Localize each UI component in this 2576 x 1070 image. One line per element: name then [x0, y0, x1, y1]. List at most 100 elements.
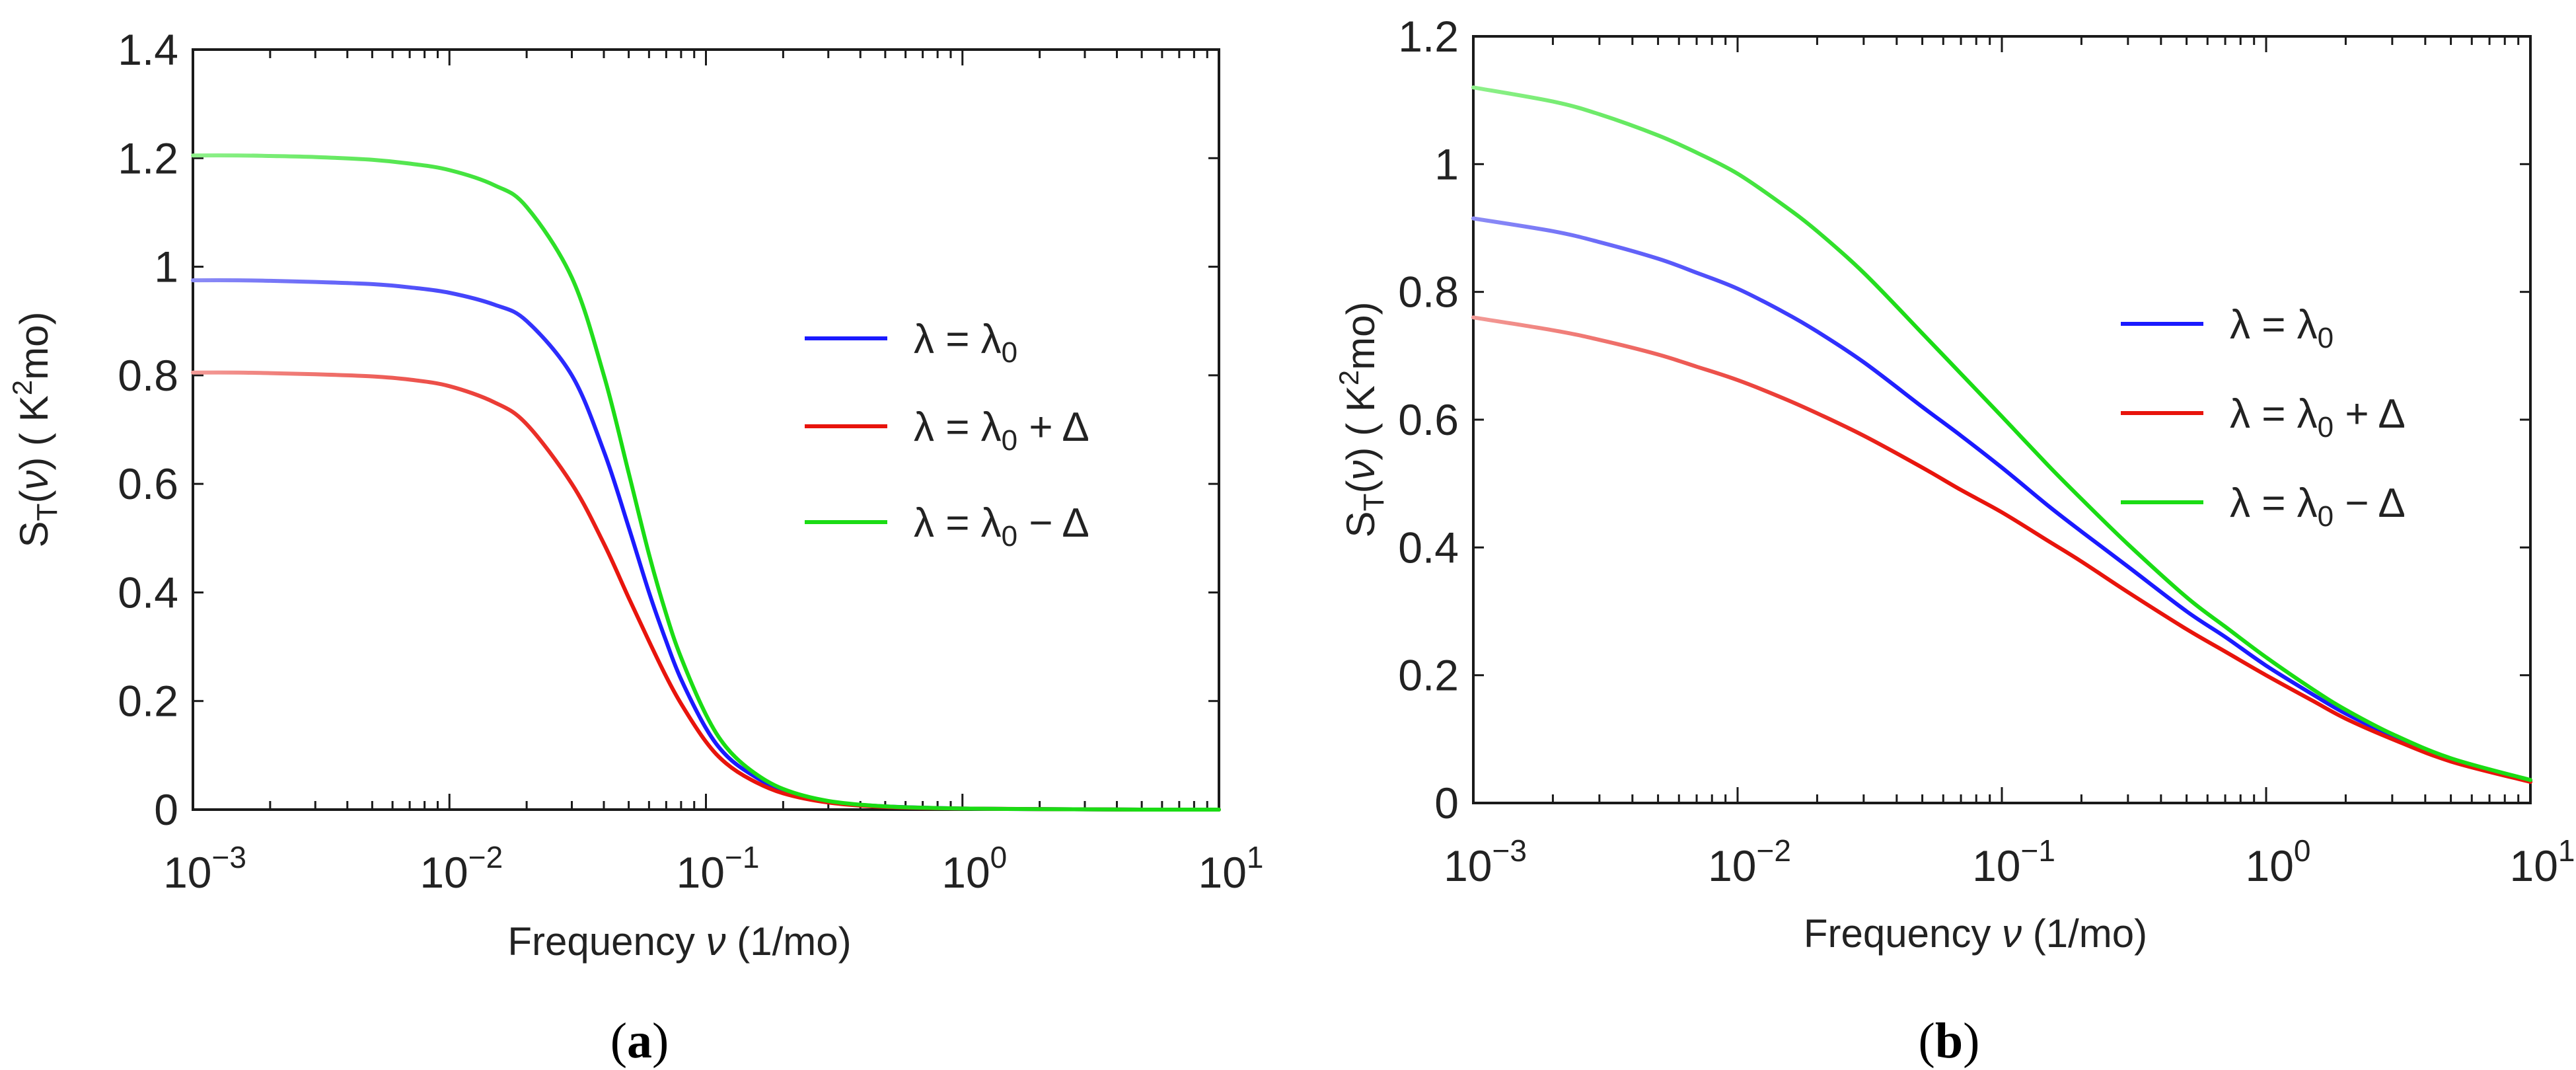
x-tick-base: 10 [1708, 841, 1756, 890]
legend-sub: 0 [2318, 500, 2334, 533]
x-tick-base: 10 [2245, 841, 2293, 890]
x-tick-base: 10 [677, 848, 725, 897]
caption-open: ( [610, 1013, 627, 1069]
y-label-var: ν [1339, 461, 1383, 480]
y-tick-label: 0.8 [118, 351, 178, 400]
legend-label: λ = λ0 − Δ [914, 500, 1089, 553]
legend-label: λ = λ0 + Δ [914, 404, 1089, 457]
panel-caption: (b) [1919, 1013, 1980, 1069]
x-tick-base: 10 [941, 848, 990, 897]
y-label-close: ) [1339, 447, 1383, 461]
legend-lhs: λ = λ [914, 500, 1002, 546]
x-tick-label: 10−1 [677, 840, 760, 897]
y-tick-label: 0 [154, 785, 178, 834]
legend-sub: 0 [2318, 411, 2334, 443]
legend-sub: 0 [2318, 322, 2334, 354]
x-tick-exponent: 1 [2558, 833, 2575, 868]
x-axis-label: Frequency ν (1/mo) [1804, 911, 2147, 956]
y-label-sub: T [1358, 494, 1390, 512]
legend-lhs: λ = λ [2230, 302, 2318, 348]
legend-rest: − Δ [2334, 480, 2406, 526]
legend-sub: 0 [1002, 520, 1017, 553]
x-tick-exponent: −2 [1756, 833, 1790, 868]
y-tick-label: 0.2 [118, 677, 178, 726]
x-tick-base: 10 [420, 848, 468, 897]
y-tick-label: 0 [1434, 779, 1459, 827]
y-label-s: S [1339, 511, 1383, 537]
caption-close: ) [1963, 1013, 1979, 1069]
x-tick-label: 101 [2509, 833, 2575, 890]
y-tick-label: 0.6 [1398, 395, 1459, 444]
x-tick-exponent: −3 [1492, 833, 1526, 868]
y-tick-label: 0.8 [1398, 268, 1459, 317]
x-axis-label-unit: (1/mo) [726, 919, 852, 964]
x-tick-exponent: −1 [725, 840, 759, 874]
x-tick-base: 10 [163, 848, 211, 897]
series-line-0 [1471, 216, 2532, 783]
caption-open: ( [1919, 1013, 1935, 1069]
x-tick-base: 10 [1972, 841, 2020, 890]
legend-rest: + Δ [2334, 391, 2406, 437]
y-label-close: ) [12, 457, 56, 471]
legend-label: λ = λ0 − Δ [2230, 480, 2406, 533]
y-tick-label: 1.4 [118, 25, 178, 74]
y-tick-label: 0.4 [118, 568, 178, 617]
y-label-unit-close: mo) [1339, 302, 1383, 370]
y-label-var: ν [12, 471, 56, 490]
x-tick-label: 100 [2245, 833, 2310, 890]
legend-lhs: λ = λ [914, 317, 1002, 362]
y-tick-label: 0.6 [118, 459, 178, 508]
x-axis-label-var: ν [706, 919, 726, 964]
y-label-unit-open: ( K [12, 395, 56, 457]
x-tick-exponent: −2 [468, 840, 503, 874]
x-tick-label: 10−3 [163, 840, 246, 897]
chart-panel-a: 00.20.40.60.811.21.410−3 10−2 10−1 100 101Fr… [7, 25, 1264, 1069]
x-axis-label-text: Frequency [507, 919, 706, 964]
y-label-s: S [12, 521, 56, 547]
x-axis-label: Frequency ν (1/mo) [507, 919, 851, 964]
x-tick-exponent: −3 [211, 840, 246, 874]
chart-panel-b: 00.20.40.60.811.210−3 10−2 10−1 100 101Frequ… [1333, 12, 2575, 1069]
y-label-unit-close: mo) [12, 312, 56, 380]
legend-sub: 0 [1002, 336, 1017, 369]
x-tick-label: 10−3 [1444, 833, 1527, 890]
x-tick-label: 10−1 [1972, 833, 2055, 890]
caption-letter: a [627, 1013, 652, 1069]
legend-label: λ = λ0 [2230, 302, 2334, 354]
legend-rest: − Δ [1017, 500, 1089, 546]
x-tick-label: 10−2 [1708, 833, 1791, 890]
x-axis-label-text: Frequency [1804, 911, 2002, 956]
y-label-unit-open: ( K [1339, 385, 1383, 447]
y-tick-label: 0.2 [1398, 651, 1459, 700]
y-label-sub: T [31, 504, 63, 521]
y-tick-label: 1.2 [118, 134, 178, 182]
y-label-open: ( [12, 490, 56, 504]
panel-caption: (a) [610, 1013, 669, 1069]
caption-close: ) [652, 1013, 669, 1069]
legend-sub: 0 [1002, 424, 1017, 457]
x-tick-base: 10 [2509, 841, 2558, 890]
x-tick-base: 10 [1198, 848, 1246, 897]
y-label-sup: 2 [1333, 370, 1364, 385]
y-label-open: ( [1339, 480, 1383, 494]
series-line-2 [191, 153, 1221, 812]
legend-lhs: λ = λ [914, 404, 1002, 450]
legend-label: λ = λ0 + Δ [2230, 391, 2406, 443]
x-axis-label-var: ν [2002, 911, 2022, 956]
series-line-1 [1471, 315, 2532, 784]
y-tick-label: 1 [154, 243, 178, 291]
y-axis-label: ST(ν) ( K2mo) [1333, 302, 1390, 538]
legend-label: λ = λ0 [914, 317, 1017, 369]
x-tick-exponent: 0 [990, 840, 1008, 874]
x-tick-label: 100 [941, 840, 1007, 897]
legend-rest: + Δ [1017, 404, 1089, 450]
y-axis-label: ST(ν) ( K2mo) [7, 312, 63, 548]
x-axis-label-unit: (1/mo) [2022, 911, 2147, 956]
x-tick-base: 10 [1444, 841, 1492, 890]
x-tick-exponent: −1 [2020, 833, 2055, 868]
legend-lhs: λ = λ [2230, 480, 2318, 526]
x-tick-exponent: 1 [1247, 840, 1264, 874]
x-tick-label: 10−2 [420, 840, 503, 897]
x-tick-exponent: 0 [2294, 833, 2311, 868]
